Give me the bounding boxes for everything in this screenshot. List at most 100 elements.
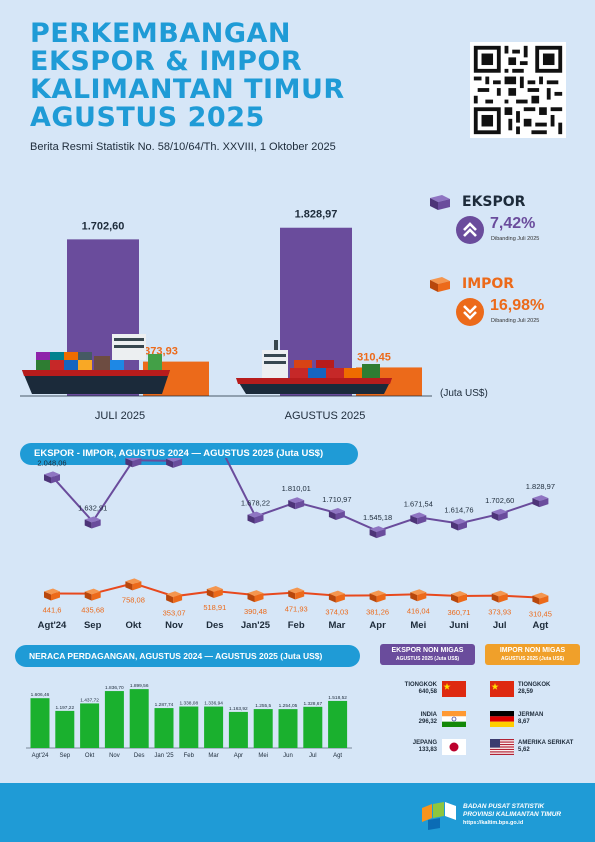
impor-nonmigas-title: IMPOR NON MIGAS — [499, 647, 566, 654]
neraca-bar — [30, 698, 50, 748]
title-line-1: PERKEMBANGAN — [30, 18, 291, 49]
neraca-bar — [104, 691, 124, 748]
japan-flag-icon — [442, 739, 466, 755]
trend-section-title: EKSPOR - IMPOR, AGUSTUS 2024 — AGUSTUS 2… — [20, 443, 358, 465]
qr-code[interactable] — [470, 42, 566, 138]
impor-point-label: 416,04 — [407, 606, 430, 615]
bps-logo-icon — [422, 802, 456, 830]
impor-point-label: 435,68 — [81, 606, 104, 615]
neraca-bar-value: 1.336,94 — [204, 701, 223, 707]
ekspor-line — [51, 458, 541, 533]
ekspor-nonmigas-tag: EKSPOR NON MIGAS AGUSTUS 2025 (Juta US$) — [380, 644, 475, 665]
partner-country: JEPANG — [412, 740, 437, 746]
ekspor-point — [410, 512, 427, 525]
neraca-bar-chart: 1.606,46 Agt'24 1.197,22 Sep 1.437,72 Okt 1.83… — [26, 683, 352, 759]
trend-x-tick: Apr — [369, 620, 386, 631]
impor-point-label: 381,26 — [366, 607, 389, 616]
impor-label: IMPOR — [462, 276, 515, 292]
neraca-bar-value: 1.606,46 — [31, 692, 50, 698]
ekspor-point-label: 1.810,01 — [282, 484, 311, 493]
neraca-bar — [80, 703, 100, 748]
neraca-x-tick: Des — [134, 753, 145, 759]
partner-value: 8,67 — [518, 719, 530, 725]
china-flag-icon — [490, 681, 514, 697]
neraca-bar-value: 1.899,56 — [130, 683, 149, 689]
neraca-bar — [278, 709, 298, 748]
ekspor-bar-value: 1.828,97 — [295, 209, 338, 221]
ekspor-change: 7,42% — [490, 215, 536, 232]
impor-point — [288, 587, 305, 600]
month-label-agustus: AGUSTUS 2025 — [284, 410, 366, 422]
ekspor-point-label: 1.632,91 — [78, 504, 107, 513]
neraca-bar-value: 1.197,22 — [55, 705, 74, 711]
india-flag-icon — [442, 711, 466, 727]
ekspor-point — [247, 511, 264, 524]
neraca-bar-value: 1.437,72 — [80, 697, 99, 703]
ekspor-point-label: 2.048,06 — [37, 458, 66, 467]
ekspor-change-note: Dibanding Juli 2025 — [491, 236, 540, 242]
neraca-x-tick: Mei — [258, 753, 268, 759]
trend-x-tick: Des — [206, 620, 223, 631]
impor-partner-row: AMERIKA SERIKAT 5,62 — [518, 740, 593, 754]
impor-point — [410, 589, 427, 602]
impor-point — [84, 588, 101, 601]
impor-nonmigas-sub: AGUSTUS 2025 (Juta US$) — [500, 656, 565, 662]
partner-country: AMERIKA SERIKAT — [518, 740, 574, 746]
partner-value: 5,62 — [518, 747, 530, 753]
trend-x-tick: Juni — [449, 620, 469, 631]
month-label-juli: JULI 2025 — [94, 410, 146, 422]
title-line-2: EKSPOR & IMPOR — [30, 46, 303, 77]
impor-point — [44, 588, 60, 601]
title-line-4: AGUSTUS 2025 — [30, 102, 265, 133]
neraca-x-tick: Mar — [208, 753, 218, 759]
trend-x-tick: Mar — [328, 620, 345, 631]
neraca-x-tick: Apr — [234, 753, 243, 759]
ekspor-nonmigas-sub: AGUSTUS 2025 (Juta US$) — [395, 656, 460, 662]
ekspor-point — [369, 526, 386, 539]
trend-line-chart: 2.048,061.632,912.195,812.189,772.418,47… — [37, 458, 555, 631]
partner-value: 28,59 — [518, 689, 534, 695]
neraca-section-title: NERACA PERDAGANGAN, AGUSTUS 2024 — AGUST… — [15, 645, 360, 667]
footer-band — [0, 783, 595, 842]
ekspor-container-icon — [430, 195, 450, 210]
ekspor-point — [44, 471, 60, 484]
neraca-bar — [204, 706, 224, 748]
impor-point-label: 310,45 — [529, 610, 552, 619]
impor-change-note: Dibanding Juli 2025 — [491, 318, 540, 324]
impor-partner-row: TIONGKOK 28,59 — [518, 682, 588, 696]
cargo-ship-icon — [22, 334, 170, 394]
ekspor-point-label: 1.710,97 — [322, 495, 351, 504]
ekspor-point — [532, 495, 549, 508]
trend-x-tick: Jan'25 — [241, 620, 271, 631]
partner-country: TIONGKOK — [404, 682, 437, 688]
neraca-bar — [303, 706, 323, 748]
neraca-bar-value: 1.836,70 — [105, 685, 124, 691]
neraca-bar — [328, 700, 348, 748]
impor-point — [532, 592, 549, 605]
china-flag-icon — [442, 681, 466, 697]
trend-x-tick: Mei — [410, 620, 426, 631]
footer-org-line1: BADAN PUSAT STATISTIK — [463, 803, 545, 810]
trend-x-tick: Feb — [288, 620, 305, 631]
cargo-ship-icon — [236, 340, 392, 394]
impor-point-label: 374,03 — [325, 608, 348, 617]
trend-x-tick: Okt — [125, 620, 142, 631]
neraca-bar — [154, 708, 174, 748]
impor-point-label: 758,08 — [122, 595, 145, 604]
neraca-x-tick: Agt'24 — [32, 753, 49, 759]
footer-org-line2: PROVINSI KALIMANTAN TIMUR — [463, 811, 562, 818]
trend-x-tick: Agt'24 — [38, 620, 67, 631]
impor-bar-value: 310,45 — [357, 351, 391, 363]
impor-point-label: 360,71 — [448, 608, 471, 617]
partner-value: 640,58 — [418, 689, 437, 695]
neraca-bar — [129, 689, 149, 748]
partner-country: INDIA — [420, 712, 437, 718]
neraca-bar-value: 1.254,05 — [279, 703, 298, 709]
impor-point — [206, 585, 223, 598]
partner-country: JERMAN — [518, 712, 544, 718]
ekspor-point — [166, 458, 183, 468]
title-line-3: KALIMANTAN TIMUR — [30, 74, 345, 105]
neraca-bar-value: 1.287,74 — [155, 702, 174, 708]
partner-country: TIONGKOK — [518, 682, 551, 688]
footer-url[interactable]: https://kaltim.bps.go.id — [463, 820, 524, 826]
